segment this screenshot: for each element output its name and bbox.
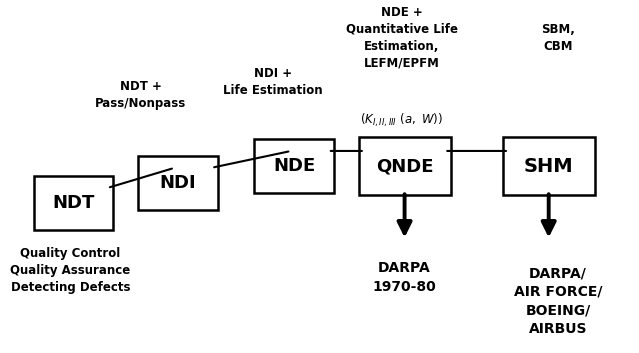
Text: NDT: NDT	[52, 194, 95, 212]
Text: NDT +
Pass/Nonpass: NDT + Pass/Nonpass	[95, 80, 187, 110]
Text: DARPA
1970-80: DARPA 1970-80	[373, 261, 436, 294]
Text: Quality Control
Quality Assurance
Detecting Defects: Quality Control Quality Assurance Detect…	[10, 247, 130, 294]
Text: NDE +
Quantitative Life
Estimation,
LEFM/EPFM: NDE + Quantitative Life Estimation, LEFM…	[346, 6, 458, 70]
Text: DARPA/
AIR FORCE/
BOEING/
AIRBUS: DARPA/ AIR FORCE/ BOEING/ AIRBUS	[514, 267, 602, 336]
Text: NDI: NDI	[159, 174, 196, 192]
FancyBboxPatch shape	[34, 176, 113, 230]
Text: QNDE: QNDE	[376, 157, 433, 175]
FancyBboxPatch shape	[503, 137, 595, 195]
FancyBboxPatch shape	[138, 156, 217, 210]
FancyBboxPatch shape	[358, 137, 450, 195]
Text: SHM: SHM	[524, 157, 574, 176]
FancyBboxPatch shape	[254, 139, 334, 193]
Text: NDI +
Life Estimation: NDI + Life Estimation	[223, 67, 323, 97]
Text: $(K_{I,II,III}\ (a,\ W))$: $(K_{I,II,III}\ (a,\ W))$	[360, 112, 443, 129]
Text: SBM,
CBM: SBM, CBM	[541, 23, 575, 53]
Text: NDE: NDE	[273, 157, 315, 175]
